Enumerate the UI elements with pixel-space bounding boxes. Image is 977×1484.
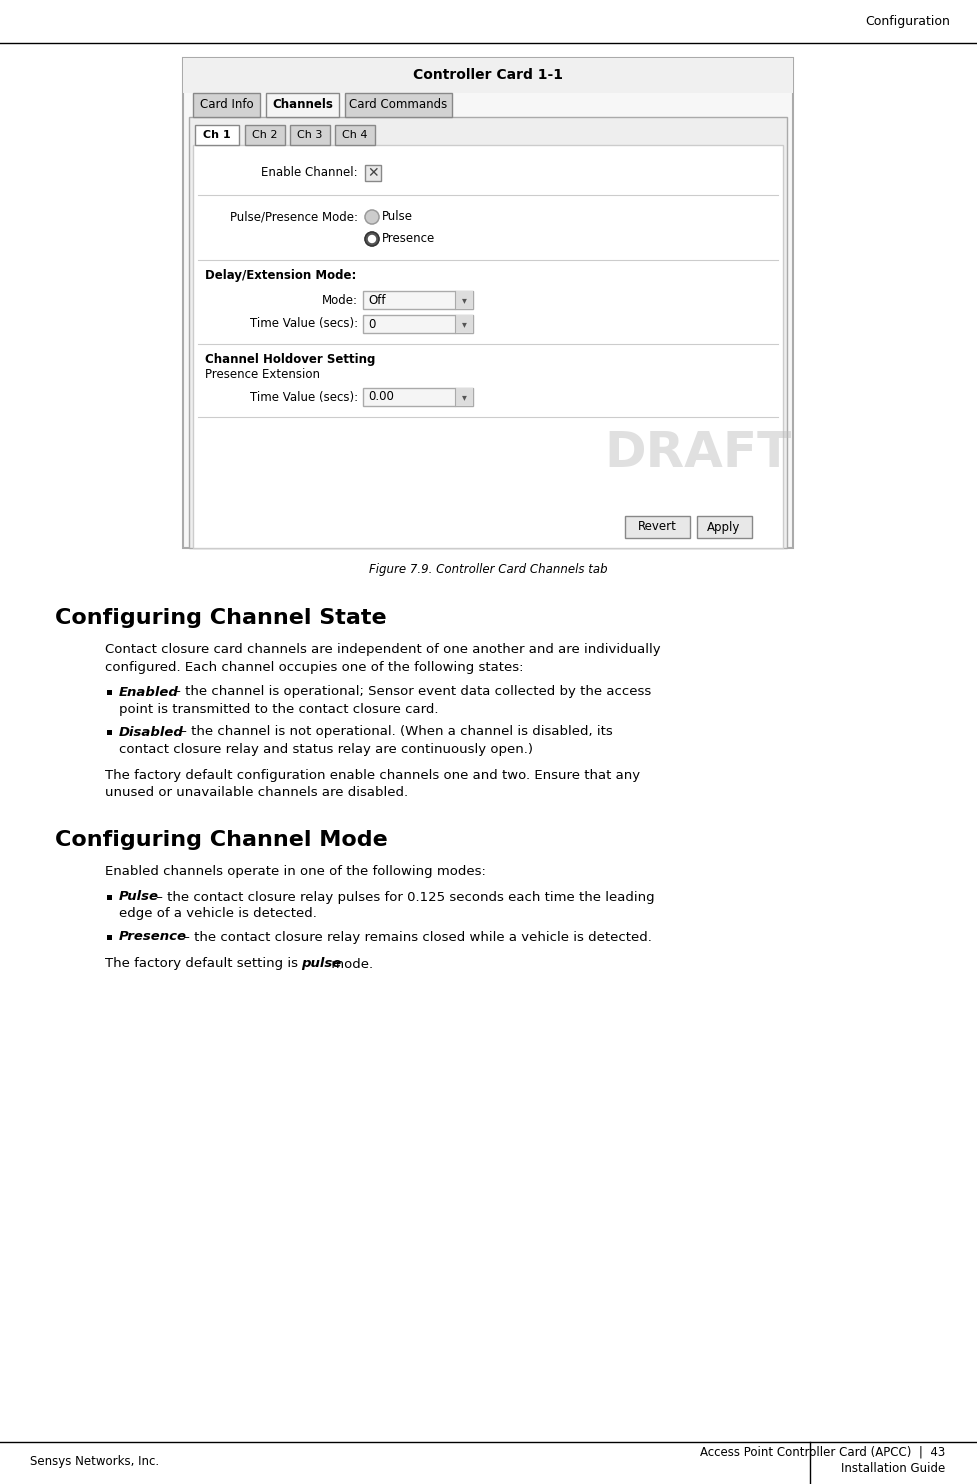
Text: The factory default setting is: The factory default setting is [105,957,302,971]
Text: Enable Channel:: Enable Channel: [262,166,358,180]
Text: Disabled: Disabled [119,726,184,739]
Text: – the channel is not operational. (When a channel is disabled, its: – the channel is not operational. (When … [176,726,613,739]
Text: Presence Extension: Presence Extension [205,368,320,381]
Text: unused or unavailable channels are disabled.: unused or unavailable channels are disab… [105,787,408,800]
Text: Enabled: Enabled [119,686,179,699]
Text: Controller Card 1-1: Controller Card 1-1 [413,68,563,82]
Text: – the contact closure relay remains closed while a vehicle is detected.: – the contact closure relay remains clos… [179,930,652,944]
Text: Ch 1: Ch 1 [203,131,231,139]
Bar [266,93,339,117]
Text: 0: 0 [368,318,375,331]
Text: Pulse/Presence Mode:: Pulse/Presence Mode: [230,211,358,224]
Text: 0.00: 0.00 [368,390,394,404]
Text: Access Point Controller Card (APCC)  |  43: Access Point Controller Card (APCC) | 43 [700,1445,945,1459]
Text: pulse: pulse [301,957,341,971]
Text: Time Value (secs):: Time Value (secs): [250,390,358,404]
Text: ▾: ▾ [461,392,466,402]
Bar [625,516,690,539]
Text: ✕: ✕ [367,166,379,180]
Bar [193,93,260,117]
Bar [363,291,473,309]
Circle shape [368,236,375,242]
Bar [345,93,452,117]
Text: ▾: ▾ [461,295,466,306]
Text: Time Value (secs):: Time Value (secs): [250,318,358,331]
Text: Ch 2: Ch 2 [252,131,277,139]
Text: contact closure relay and status relay are continuously open.): contact closure relay and status relay a… [119,742,533,755]
Text: Channels: Channels [272,98,333,111]
Text: Contact closure card channels are independent of one another and are individuall: Contact closure card channels are indepe… [105,644,660,656]
Text: Channel Holdover Setting: Channel Holdover Setting [205,353,375,365]
Bar [107,895,112,899]
Bar [363,315,473,332]
Text: Configuration: Configuration [865,15,950,28]
Bar [107,935,112,939]
Bar [455,387,473,407]
Text: Configuring Channel State: Configuring Channel State [55,608,387,628]
Text: Presence: Presence [119,930,187,944]
Text: Ch 3: Ch 3 [297,131,322,139]
Circle shape [365,232,379,246]
Bar [363,387,473,407]
Text: Revert: Revert [638,521,676,534]
Bar [183,58,793,93]
Text: Pulse: Pulse [119,890,159,904]
Bar [183,58,793,548]
Text: Pulse: Pulse [382,211,413,224]
Text: The factory default configuration enable channels one and two. Ensure that any: The factory default configuration enable… [105,770,640,782]
Bar [107,730,112,735]
Text: Card Info: Card Info [199,98,253,111]
Text: edge of a vehicle is detected.: edge of a vehicle is detected. [119,908,317,920]
Bar [107,690,112,695]
Text: Off: Off [368,294,386,307]
Bar [195,125,239,145]
Text: Configuring Channel Mode: Configuring Channel Mode [55,830,388,850]
Text: Figure 7.9. Controller Card Channels tab: Figure 7.9. Controller Card Channels tab [368,564,608,576]
Bar [697,516,752,539]
Text: Installation Guide: Installation Guide [841,1462,945,1475]
Circle shape [365,211,379,224]
Text: – the contact closure relay pulses for 0.125 seconds each time the leading: – the contact closure relay pulses for 0… [152,890,655,904]
Bar [455,315,473,332]
Text: Presence: Presence [382,233,435,245]
Text: – the channel is operational; Sensor event data collected by the access: – the channel is operational; Sensor eve… [170,686,652,699]
Bar [193,145,783,548]
Text: Delay/Extension Mode:: Delay/Extension Mode: [205,270,357,282]
Bar [245,125,285,145]
Bar [365,165,381,181]
Text: mode.: mode. [327,957,373,971]
Text: Enabled channels operate in one of the following modes:: Enabled channels operate in one of the f… [105,865,486,879]
Text: DRAFT: DRAFT [605,429,791,476]
Bar [290,125,330,145]
Text: Mode:: Mode: [322,294,358,307]
Bar [455,291,473,309]
Bar [335,125,375,145]
Text: Ch 4: Ch 4 [342,131,367,139]
Text: Card Commands: Card Commands [350,98,447,111]
Bar [189,117,787,548]
Text: Apply: Apply [707,521,741,534]
Text: configured. Each channel occupies one of the following states:: configured. Each channel occupies one of… [105,660,524,674]
Text: ▾: ▾ [461,319,466,329]
Text: point is transmitted to the contact closure card.: point is transmitted to the contact clos… [119,702,439,715]
Text: Sensys Networks, Inc.: Sensys Networks, Inc. [30,1456,159,1469]
